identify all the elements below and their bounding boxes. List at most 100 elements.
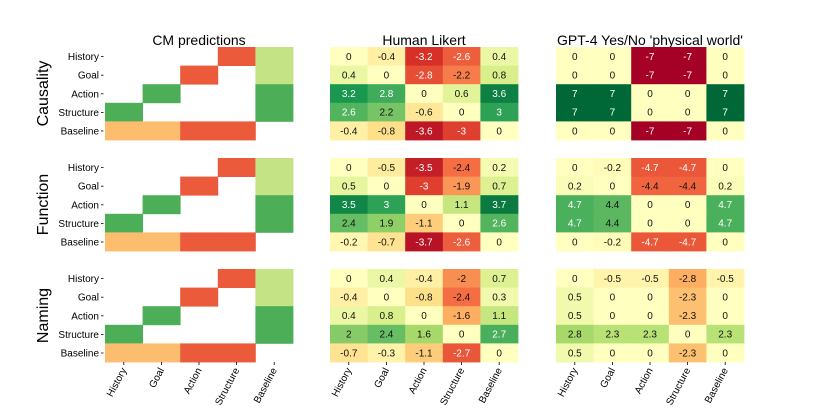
heatmap-cell [330,195,368,215]
heatmap-cell [405,65,444,85]
heatmap-2-2: 0 -0.5 -0.5 -2.8 -0.5 0.5 0 0 -2.3 0 0.5 0 0 -2.3 0 2.8… [556,269,745,363]
cell-value-label: -0.6 [415,108,433,119]
cell-value-label: -2.8 [415,71,433,82]
row-tick-label: Baseline [61,238,100,249]
heatmap-cell [330,232,368,252]
cell-value-label: 0.4 [492,52,506,63]
heatmap-panels: 0 -0.4 -3.2 -2.6 0.4 0.4 0 -2.8 -2.2 0.8 3.2 2.8 0 0.… [105,47,745,363]
cell-value-label: 0 [496,126,502,137]
heatmap-cell [405,343,444,363]
col-tick-label: Action [407,366,430,396]
cell-value-label: -1.1 [415,219,433,230]
cm-cell [255,269,294,288]
heatmap-cell [631,84,670,104]
cell-value-label: -0.2 [604,163,622,174]
cell-value-label: -0.3 [378,348,396,359]
heatmap-cell [442,84,481,104]
heatmap-cell [405,121,444,141]
cell-value-label: -0.5 [717,274,735,285]
cell-value-label: -0.5 [641,274,659,285]
row-tick-label: Structure [58,330,99,341]
cm-cell [180,343,219,363]
heatmap-cell [668,269,707,288]
heatmap-cell [367,84,406,104]
cell-value-label: 2.8 [379,89,393,100]
cell-value-label: 0 [421,200,427,211]
cm-cell [180,287,219,307]
cm-cell [217,47,256,66]
cm-cell [142,343,181,363]
cell-value-label: -2.4 [453,293,471,304]
heatmap-cell [593,84,632,104]
heatmap-1-2: 0 0.4 -0.4 -2 0.7 -0.4 0 -0.8 -2.4 0.3 0.4 0.8 0 -1.6… [330,269,519,363]
heatmap-cell [631,195,670,215]
heatmap-cell [668,195,707,215]
cell-value-label: 0 [647,108,653,119]
cell-value-label: 2.4 [342,219,356,230]
panel-titles: CM predictions Human Likert GPT-4 Yes/No '… [152,32,743,48]
cell-value-label: 0.8 [379,311,393,322]
row-tick-label: History [68,163,99,174]
heatmap-cell [367,287,406,307]
cell-value-label: -3 [457,126,466,137]
col-tick-label: Baseline [252,366,280,405]
cell-value-label: -7 [683,52,692,63]
cell-value-label: -1.1 [415,348,433,359]
cell-value-label: 0 [722,348,728,359]
cm-cell [180,65,219,85]
heatmap-cell [442,47,481,66]
heatmap-cell [631,213,670,233]
heatmap-cell [631,324,670,344]
cm-cell [105,324,143,344]
cell-value-label: 2.7 [492,330,506,341]
cell-value-label: 0 [610,293,616,304]
cell-value-label: 4.7 [718,200,732,211]
heatmap-0-2 [105,269,294,363]
heatmap-cell [330,158,368,177]
heatmap-cell [330,287,368,307]
heatmap-cell [556,158,594,177]
heatmap-cell [330,47,368,66]
cell-value-label: -4.7 [641,163,659,174]
heatmap-cell [330,84,368,104]
cell-value-label: 0 [384,71,390,82]
cell-value-label: 2.3 [643,330,657,341]
heatmap-cell [442,65,481,85]
cell-value-label: 0 [421,311,427,322]
cell-value-label: -2.3 [679,293,697,304]
cell-value-label: 0 [421,89,427,100]
heatmap-cell [442,343,481,363]
heatmap-cell [556,84,594,104]
cell-value-label: 0.5 [342,182,356,193]
heatmap-cell [668,232,707,252]
cell-value-label: 0 [722,163,728,174]
heatmap-cell [405,213,444,233]
row-tick-label: History [68,52,99,63]
col-tick-label: Goal [147,366,167,390]
heatmap-cell [480,158,519,177]
cell-value-label: 0 [647,311,653,322]
cell-value-label: 0 [610,126,616,137]
cell-value-label: -7 [683,71,692,82]
cm-cell [105,213,143,233]
cell-value-label: 1.6 [417,330,431,341]
cm-cell [180,232,219,252]
cm-cell [105,232,143,252]
cell-value-label: 0 [685,330,691,341]
cell-value-label: -0.5 [378,163,396,174]
cm-cell [142,306,181,326]
cell-value-label: 0 [647,89,653,100]
cell-value-label: 0 [722,71,728,82]
heatmap-cell [593,324,632,344]
cell-value-label: -7 [646,52,655,63]
heatmap-2-0: 0 0 -7 -7 0 0 0 -7 -7 0 7 7 0 0 7 7 7 0 0 7 0 0 -7 -7 0 [556,47,745,141]
col-tick-label: Action [633,366,656,396]
cell-value-label: 0.5 [568,293,582,304]
cell-value-label: 0 [610,182,616,193]
cell-value-label: 2.6 [492,219,506,230]
cell-value-label: -0.7 [340,348,358,359]
heatmap-0-1 [105,158,294,252]
heatmap-cell [668,102,707,122]
heatmap-cell [367,176,406,196]
cell-value-label: 0 [647,348,653,359]
